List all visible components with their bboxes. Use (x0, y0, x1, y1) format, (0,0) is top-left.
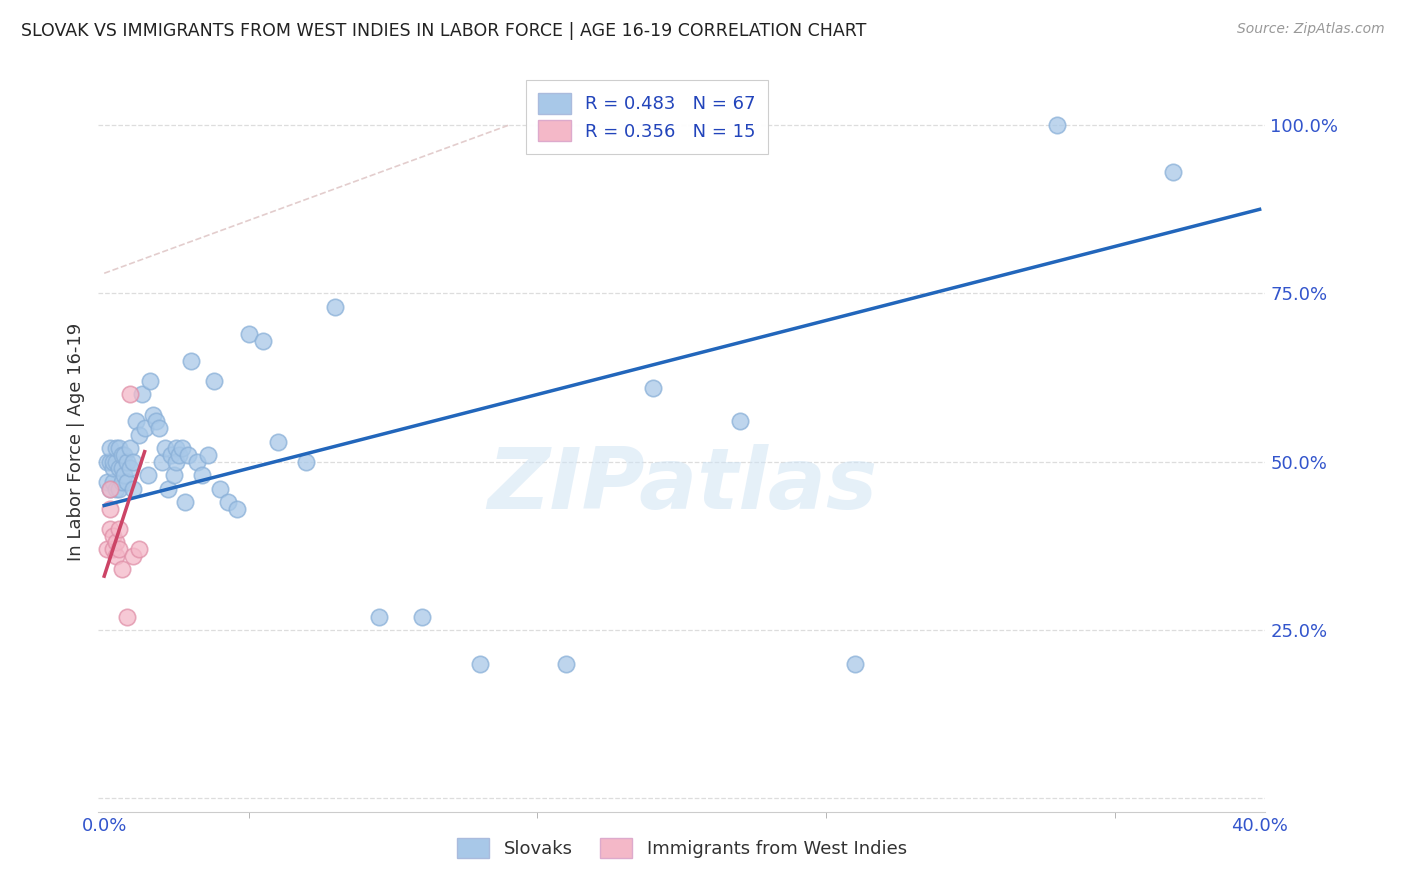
Point (101, 455, 124, 469)
Point (555, 657, 578, 671)
Point (128, 542, 150, 557)
Point (122, 482, 145, 496)
Point (107, 522, 129, 536)
Point (120, 387, 142, 401)
Point (1161, 165, 1184, 179)
Point (110, 448, 132, 462)
Point (104, 455, 127, 469)
Point (165, 455, 187, 469)
Point (165, 442, 187, 456)
Point (134, 421, 156, 435)
Point (191, 468, 214, 483)
Point (104, 535, 127, 549)
Point (122, 549, 145, 563)
Point (150, 455, 173, 469)
Point (174, 495, 197, 509)
Point (844, 657, 866, 671)
Point (128, 427, 150, 442)
Point (159, 448, 181, 462)
Point (367, 609, 389, 624)
Point (98, 522, 121, 536)
Point (117, 475, 139, 489)
Point (120, 442, 142, 456)
Point (125, 414, 148, 428)
Point (217, 495, 239, 509)
Point (172, 442, 194, 456)
Point (98, 482, 121, 496)
Point (110, 461, 132, 475)
Point (295, 455, 318, 469)
Point (101, 461, 124, 475)
Point (131, 387, 153, 401)
Point (98, 442, 121, 456)
Point (186, 455, 208, 469)
Point (238, 326, 260, 341)
Legend: Slovaks, Immigrants from West Indies: Slovaks, Immigrants from West Indies (446, 827, 918, 870)
Point (139, 374, 162, 388)
Point (468, 657, 491, 671)
Point (197, 448, 219, 462)
Point (120, 461, 142, 475)
Point (98, 501, 121, 516)
Point (162, 468, 184, 483)
Point (98, 455, 121, 469)
Point (1046, 118, 1069, 132)
Point (96, 542, 118, 557)
Text: Source: ZipAtlas.com: Source: ZipAtlas.com (1237, 22, 1385, 37)
Point (101, 542, 124, 557)
Point (122, 455, 145, 469)
Point (112, 468, 135, 483)
Point (411, 609, 433, 624)
Point (153, 442, 176, 456)
Point (101, 529, 124, 543)
Point (98, 482, 121, 496)
Point (110, 562, 132, 576)
Point (252, 334, 274, 348)
Point (101, 475, 124, 489)
Point (104, 549, 127, 563)
Point (107, 542, 129, 557)
Point (112, 448, 135, 462)
Point (117, 609, 139, 624)
Point (107, 461, 129, 475)
Point (145, 414, 167, 428)
Text: ZIPatlas: ZIPatlas (486, 444, 877, 527)
Point (208, 482, 231, 496)
Point (156, 482, 179, 496)
Point (641, 381, 664, 395)
Text: SLOVAK VS IMMIGRANTS FROM WEST INDIES IN LABOR FORCE | AGE 16-19 CORRELATION CHA: SLOVAK VS IMMIGRANTS FROM WEST INDIES IN… (21, 22, 866, 40)
Point (96, 475, 118, 489)
Point (107, 442, 129, 456)
Point (142, 408, 165, 422)
Point (148, 421, 170, 435)
Point (96, 455, 118, 469)
Point (104, 482, 127, 496)
Y-axis label: In Labor Force | Age 16-19: In Labor Force | Age 16-19 (66, 322, 84, 561)
Point (110, 475, 132, 489)
Point (117, 455, 139, 469)
Point (169, 448, 191, 462)
Point (107, 482, 129, 496)
Point (136, 468, 159, 483)
Point (177, 448, 200, 462)
Point (728, 414, 751, 428)
Point (202, 374, 225, 388)
Point (226, 501, 249, 516)
Point (104, 442, 127, 456)
Point (180, 353, 202, 368)
Point (323, 300, 346, 314)
Point (266, 434, 288, 449)
